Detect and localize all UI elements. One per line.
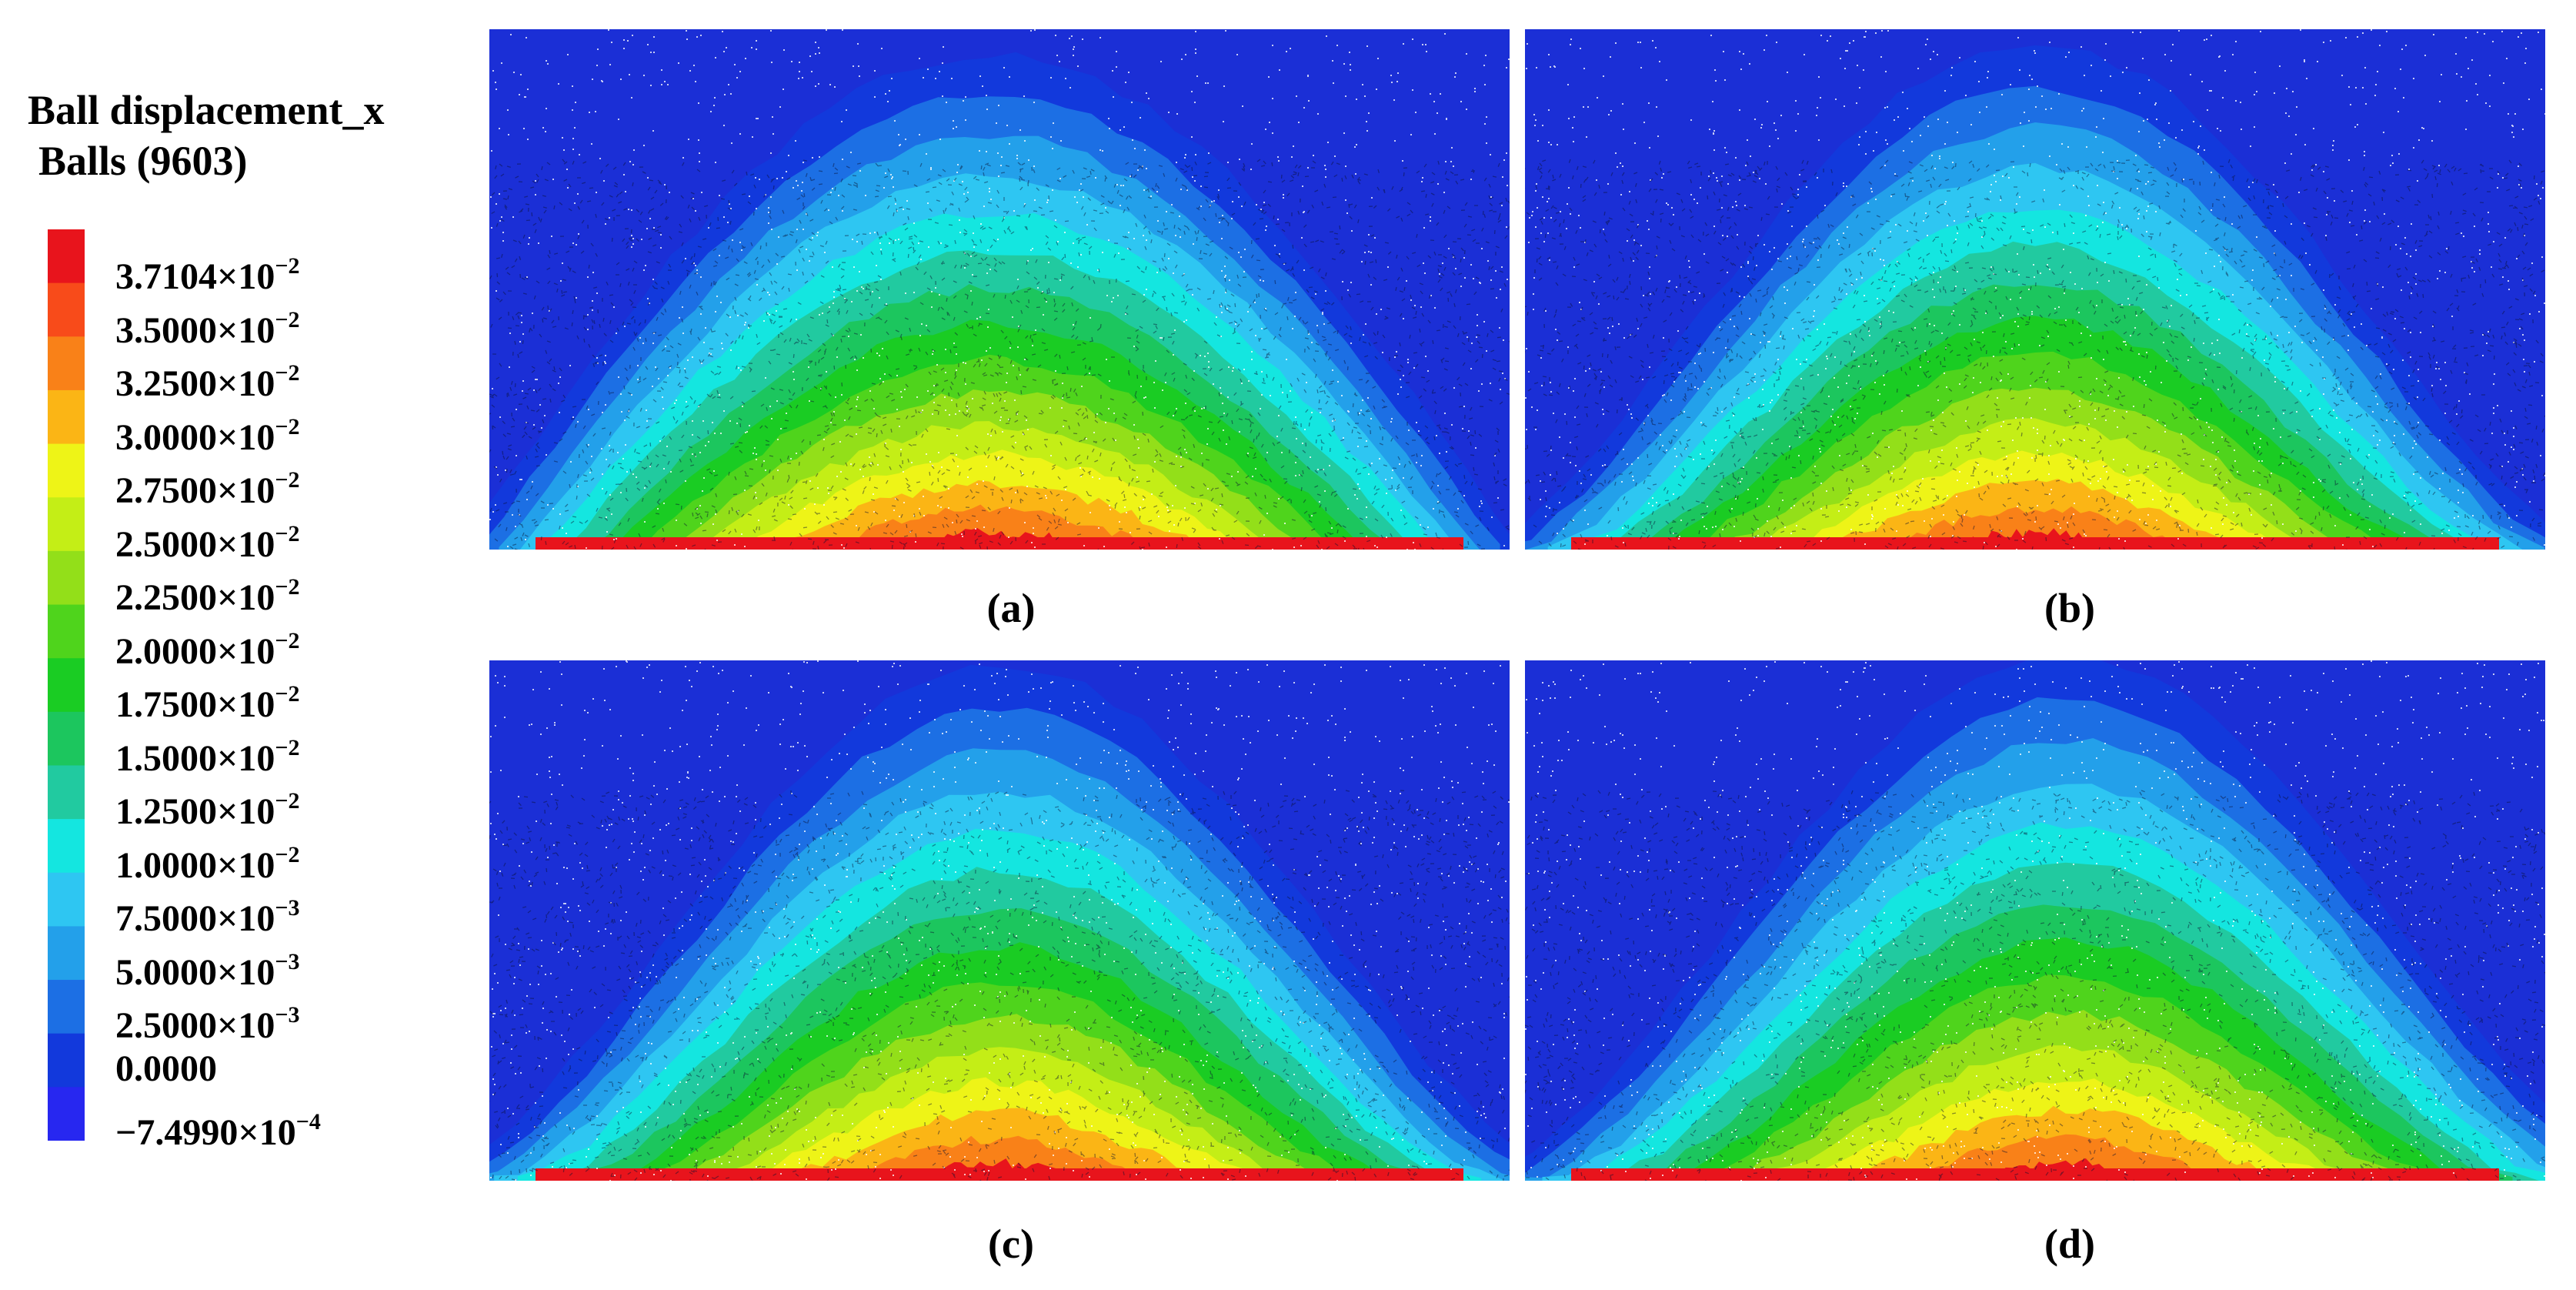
colorbar-tick-label: 2.0000×10−2 [115, 627, 300, 672]
panel-d-field [1525, 660, 2545, 1181]
colorbar-band-12 [48, 819, 85, 874]
colorbar-band-11 [48, 765, 85, 820]
legend-title: Ball displacement_x Balls (9603) [28, 85, 489, 186]
colorbar-tick-label: 0.0000 [115, 1048, 217, 1089]
colorbar-band-9 [48, 658, 85, 713]
particle-texture [489, 660, 1510, 1181]
base-displacement-strip [536, 1168, 1463, 1181]
base-displacement-strip [1571, 537, 2499, 550]
legend-title-line-1: Ball displacement_x [28, 87, 385, 133]
particle-texture [489, 29, 1510, 550]
panel-b [1525, 29, 2545, 550]
base-displacement-strip [536, 537, 1463, 550]
colorbar-tick-label: 2.2500×10−2 [115, 574, 300, 618]
colorbar-band-10 [48, 711, 85, 767]
colorbar-tick-label: 1.0000×10−2 [115, 841, 300, 886]
panel-c [489, 660, 1510, 1181]
panel-c-field [489, 660, 1510, 1181]
panel-b-field [1525, 29, 2545, 550]
colorbar-band-4 [48, 389, 85, 445]
colorbar-tick-label: 2.7500×10−2 [115, 467, 300, 511]
colorbar-tick-label: −7.4990×10−4 [115, 1109, 321, 1153]
colorbar-tick-label: 2.5000×10−3 [115, 1002, 300, 1046]
panel-d-label: (d) [2044, 1221, 2095, 1267]
colorbar [48, 229, 85, 1141]
panel-a [489, 29, 1510, 550]
colorbar-tick-label: 3.5000×10−2 [115, 306, 300, 351]
colorbar-band-1 [48, 229, 85, 284]
panel-a-label: (a) [986, 585, 1036, 631]
colorbar-tick-label: 3.2500×10−2 [115, 360, 300, 404]
legend-title-line-2: Balls (9603) [38, 138, 248, 184]
colorbar-band-14 [48, 926, 85, 981]
colorbar-band-16 [48, 1033, 85, 1088]
colorbar-band-17 [48, 1087, 85, 1141]
colorbar-tick-label: 3.0000×10−2 [115, 413, 300, 458]
colorbar-tick-label: 1.2500×10−2 [115, 788, 300, 832]
panel-b-label: (b) [2044, 585, 2095, 631]
colorbar-band-3 [48, 336, 85, 391]
panel-a-field [489, 29, 1510, 550]
colorbar-tick-label: 2.5000×10−2 [115, 520, 300, 565]
colorbar-band-15 [48, 980, 85, 1034]
colorbar-tick-label: 5.0000×10−3 [115, 948, 300, 993]
colorbar-band-8 [48, 604, 85, 659]
colorbar-band-2 [48, 282, 85, 337]
particle-texture [1525, 660, 2545, 1181]
base-displacement-strip [1571, 1168, 2499, 1181]
colorbar-band-5 [48, 443, 85, 498]
panel-d [1525, 660, 2545, 1181]
colorbar-tick-label: 7.5000×10−3 [115, 895, 300, 939]
colorbar-band-7 [48, 550, 85, 606]
panel-c-label: (c) [988, 1221, 1034, 1267]
colorbar-tick-label: 3.7104×10−2 [115, 253, 300, 297]
colorbar-tick-label: 1.7500×10−2 [115, 681, 300, 725]
colorbar-tick-label: 1.5000×10−2 [115, 734, 300, 779]
particle-texture [1525, 29, 2545, 550]
colorbar-band-6 [48, 497, 85, 552]
colorbar-band-13 [48, 872, 85, 927]
